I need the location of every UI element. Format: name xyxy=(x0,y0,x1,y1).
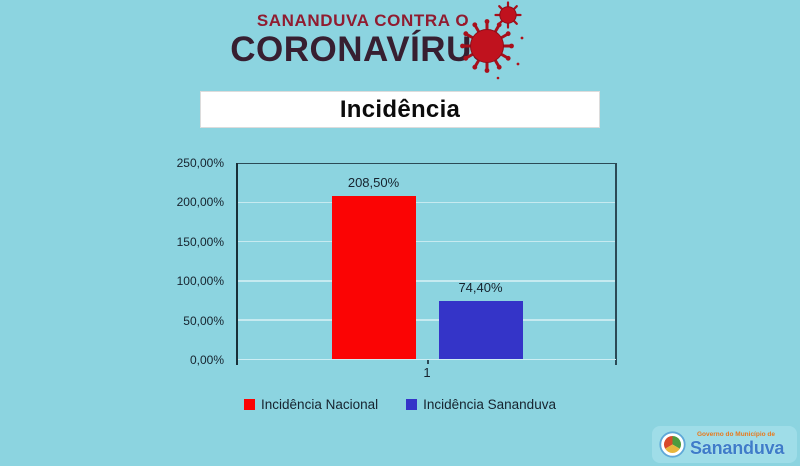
gridline xyxy=(238,240,616,243)
municipality-logo: Governo do Município de Sananduva xyxy=(652,426,797,463)
bar-data-label: 74,40% xyxy=(458,280,503,296)
bar-nacional xyxy=(331,195,416,360)
plot-area: 208,50% 74,40% xyxy=(238,163,616,360)
municipality-logo-text: Governo do Município de Sananduva xyxy=(690,432,784,457)
y-tick-label: 0,00% xyxy=(189,353,224,367)
y-tick-label: 150,00% xyxy=(176,234,224,249)
header: SANANDUVA CONTRA O CORONAVÍRUS xyxy=(0,0,800,67)
x-axis-line xyxy=(238,358,616,360)
coronavirus-icon xyxy=(460,1,524,80)
header-subtitle: SANANDUVA CONTRA O xyxy=(256,11,470,30)
gridline xyxy=(238,280,616,282)
header-title: CORONAVÍRUS xyxy=(230,30,496,69)
y-tick-label: 50,00% xyxy=(183,313,224,328)
x-axis-category-label: 1 xyxy=(423,365,431,380)
logo-government-line: Governo do Município de xyxy=(697,431,775,439)
legend-label: Incidência Nacional xyxy=(261,397,379,412)
chart-title-box: Incidência xyxy=(200,91,600,128)
chart-legend: Incidência Nacional Incidência Sananduva xyxy=(0,397,800,412)
bar-sananduva xyxy=(438,301,523,360)
legend-marker-icon xyxy=(406,399,418,410)
municipality-emblem-icon xyxy=(659,431,686,458)
x-axis-tick xyxy=(427,360,429,364)
logo-city-name: Sananduva xyxy=(690,437,785,458)
y-axis-labels: 0,00% 50,00% 100,00% 150,00% 200,00% 250,00% xyxy=(146,156,230,367)
gridline xyxy=(238,201,616,204)
y-tick-label: 250,00% xyxy=(176,156,224,170)
bar-data-label: 208,50% xyxy=(347,174,400,190)
y-tick-label: 200,00% xyxy=(176,195,224,210)
legend-item: Incidência Sananduva xyxy=(406,397,556,412)
plot-right-border xyxy=(615,163,617,365)
y-tick-label: 100,00% xyxy=(176,274,224,289)
legend-item: Incidência Nacional xyxy=(244,397,378,412)
y-axis-line xyxy=(236,163,238,365)
gridline xyxy=(238,319,616,321)
chart-title: Incidência xyxy=(339,95,461,123)
legend-label: Incidência Sananduva xyxy=(423,397,556,412)
legend-marker-icon xyxy=(244,399,256,410)
